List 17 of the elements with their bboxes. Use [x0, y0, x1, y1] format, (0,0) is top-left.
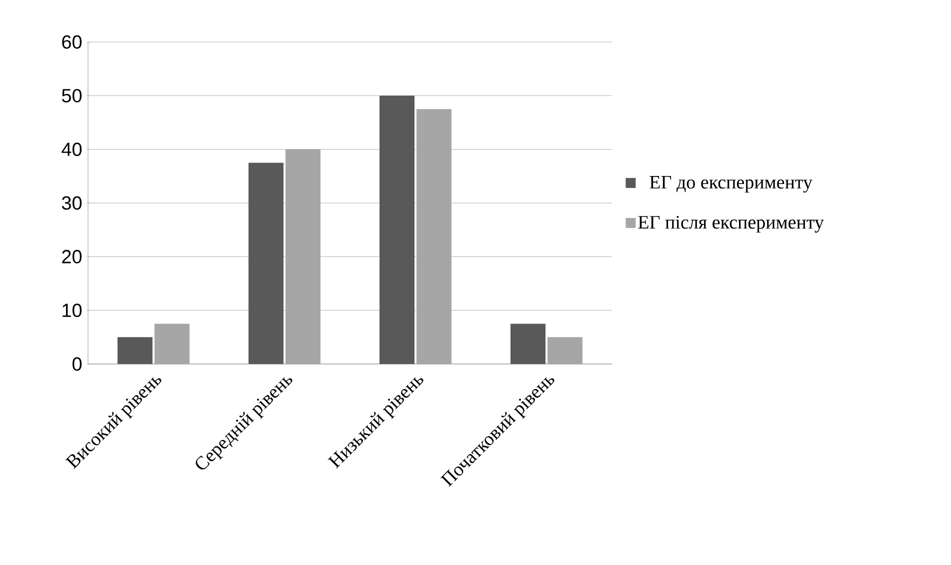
y-tick-label: 50 — [62, 88, 82, 102]
bar — [510, 324, 546, 364]
y-tick-label: 10 — [62, 304, 82, 318]
bar — [118, 337, 153, 364]
y-tick-label: 30 — [62, 196, 82, 210]
y-tick-label: 40 — [62, 142, 82, 156]
bar — [548, 337, 582, 364]
y-tick-label: 20 — [62, 250, 82, 264]
y-tick-label: 60 — [62, 35, 82, 49]
bar — [416, 109, 452, 364]
bar — [380, 96, 415, 364]
y-tick-label: 0 — [72, 357, 82, 371]
legend-label: ЕГ після експерименту — [638, 216, 824, 233]
bar — [286, 149, 321, 364]
legend-label: ЕГ до експерименту — [650, 176, 812, 193]
bar — [154, 324, 190, 364]
bar — [248, 162, 284, 364]
